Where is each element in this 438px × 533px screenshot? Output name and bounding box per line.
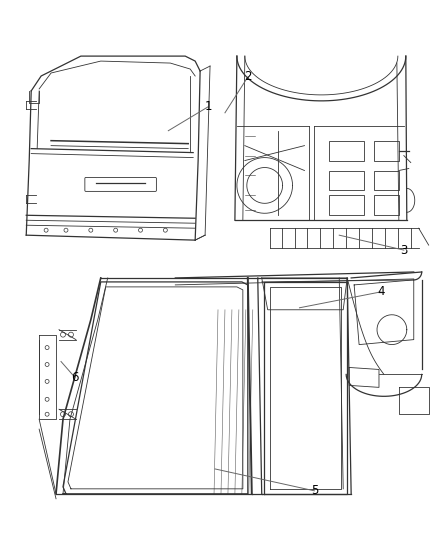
Text: 3: 3	[400, 244, 407, 256]
Bar	[329, 171, 364, 190]
Text: 6: 6	[71, 371, 79, 384]
Bar	[374, 141, 399, 160]
Bar	[329, 196, 364, 215]
Text: 2: 2	[244, 70, 251, 84]
Text: 1: 1	[204, 100, 212, 114]
Bar	[374, 171, 399, 190]
Bar	[329, 141, 364, 160]
Text: 5: 5	[311, 484, 318, 497]
Bar	[374, 196, 399, 215]
Text: 4: 4	[377, 285, 385, 298]
